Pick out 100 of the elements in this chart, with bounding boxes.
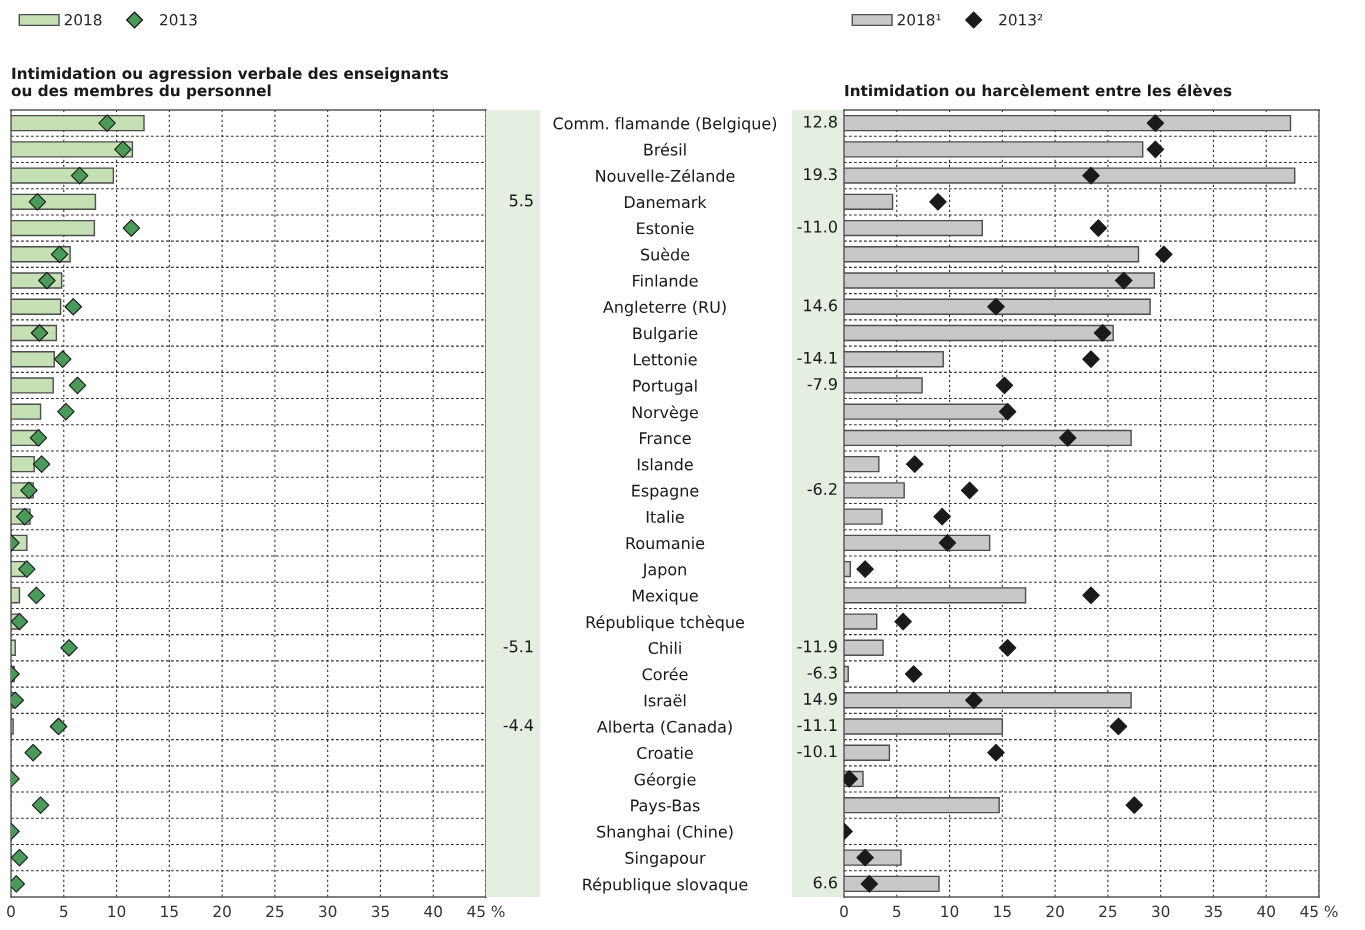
point: [1082, 586, 1100, 605]
y-tick-label: Nouvelle-Zélande: [596, 168, 735, 182]
x-tick-label: 10: [941, 905, 959, 918]
x-tick-label: 40: [1257, 905, 1275, 918]
y-tick-label: Comm. flamande (Belgique): [553, 117, 777, 133]
y-tick-label: Angleterre (RU): [603, 300, 726, 317]
y-tick-label: Danemark: [624, 195, 707, 209]
y-tick-label: Shanghai (Chine): [597, 825, 733, 841]
point: [68, 376, 87, 395]
y-tick-label: Bulgarie: [633, 326, 698, 343]
x-tick-label: 15: [994, 905, 1011, 918]
x-tick-label: 10: [108, 905, 126, 918]
data-label: -4.4: [503, 719, 534, 731]
point: [860, 875, 879, 893]
point: [856, 560, 874, 578]
x-tick-label: 45 %: [1300, 905, 1338, 918]
point: [987, 297, 1005, 316]
point: [11, 848, 29, 867]
legend-label: 2013²: [999, 14, 1043, 26]
point: [1155, 245, 1173, 264]
y-tick-label: Portugal: [633, 379, 697, 395]
y-tick-label: Croatie: [637, 746, 693, 760]
y-tick-label: Corée: [642, 667, 688, 681]
point: [905, 455, 924, 473]
y-tick-label: Israël: [644, 694, 686, 707]
x-tick-label: 35: [1204, 905, 1222, 918]
data-label: -5.1: [503, 640, 533, 653]
data-label: -10.1: [797, 745, 837, 758]
x-tick-label: 25: [266, 905, 284, 918]
data-label: -11.1: [797, 719, 837, 731]
x-tick-label: 20: [213, 905, 231, 918]
y-tick-label: Pays-Bas: [631, 799, 700, 815]
point: [122, 219, 141, 237]
point: [1093, 324, 1112, 342]
y-tick-label: République slovaque: [583, 877, 748, 894]
x-tick-label: 0: [840, 905, 848, 918]
point: [64, 297, 83, 316]
y-tick-label: Alberta (Canada): [596, 720, 732, 735]
point: [28, 193, 47, 211]
x-tick-label: 30: [1152, 905, 1170, 918]
point: [38, 271, 56, 290]
x-tick-label: 20: [1046, 905, 1064, 918]
point: [1059, 429, 1077, 447]
point: [998, 402, 1017, 421]
point: [1082, 166, 1100, 185]
point: [32, 455, 51, 473]
data-label: 19.3: [804, 168, 837, 181]
data-label: -11.0: [797, 220, 837, 233]
y-tick-label: Japon: [641, 563, 686, 579]
point: [938, 534, 957, 552]
x-tick-label: 40: [424, 905, 442, 918]
point: [1082, 350, 1100, 368]
y-tick-label: Chili: [648, 641, 681, 655]
point: [11, 875, 26, 893]
y-tick-label: Lettonie: [634, 353, 697, 366]
point: [29, 429, 48, 447]
data-label: -11.9: [797, 640, 837, 653]
x-tick-label: 5: [60, 905, 68, 918]
point: [53, 350, 72, 368]
legend-label: 2013: [160, 14, 197, 26]
data-label: 12.8: [804, 115, 837, 128]
point: [904, 665, 923, 683]
point: [933, 507, 951, 526]
chart-title: Intimidation ou agression verbale des enseignants ou des membres du personnel: [11, 67, 449, 100]
data-label: 14.9: [804, 692, 837, 705]
data-label: -7.9: [807, 378, 837, 391]
y-tick-label: France: [640, 432, 691, 445]
data-label: 6.6: [813, 876, 837, 889]
point: [894, 612, 912, 631]
point: [1146, 114, 1165, 132]
point: [20, 481, 38, 500]
y-tick-label: Espagne: [632, 484, 699, 500]
y-tick-label: Estonie: [637, 221, 694, 235]
point: [50, 245, 69, 264]
point: [965, 691, 983, 710]
point: [1109, 717, 1128, 736]
point: [60, 639, 78, 657]
x-tick-label: 45 %: [467, 905, 505, 918]
point: [1146, 140, 1165, 159]
y-tick-label: Roumanie: [626, 536, 705, 550]
point: [856, 848, 874, 867]
point: [27, 586, 46, 605]
point: [57, 402, 75, 421]
point: [960, 481, 979, 500]
y-tick-label: République tchèque: [586, 615, 745, 632]
x-tick-label: 30: [319, 905, 337, 918]
point: [1114, 271, 1133, 290]
data-label: -6.3: [807, 666, 837, 679]
y-tick-label: Singapour: [625, 851, 706, 868]
data-label: -6.2: [807, 482, 837, 496]
y-tick-label: Finlande: [633, 274, 698, 287]
data-label: -14.1: [797, 351, 837, 364]
chart-title: Intimidation ou harcèlement entre les élèves: [845, 83, 1232, 97]
point: [114, 140, 132, 159]
point: [1089, 219, 1108, 237]
y-tick-label: Islande: [637, 458, 693, 471]
x-tick-label: 0: [7, 905, 15, 918]
point: [995, 376, 1014, 395]
y-tick-label: Suède: [641, 247, 690, 261]
y-tick-label: Mexique: [632, 589, 698, 605]
